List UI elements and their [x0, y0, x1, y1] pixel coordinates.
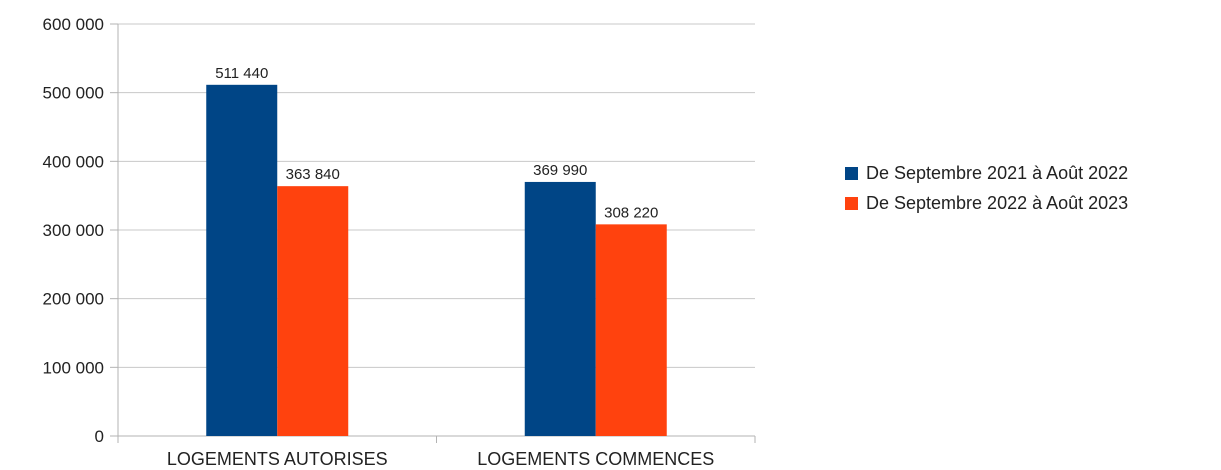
- x-category-label: LOGEMENTS COMMENCES: [477, 449, 714, 469]
- bar-series-2-1: [277, 186, 349, 436]
- data-label: 363 840: [286, 166, 340, 183]
- data-label: 511 440: [215, 65, 268, 82]
- y-tick-label: 400 000: [43, 152, 104, 171]
- legend-item-series-1: De Septembre 2021 à Août 2022: [845, 158, 1128, 188]
- data-label: 308 220: [604, 204, 658, 221]
- y-tick-label: 500 000: [43, 84, 104, 103]
- bar-series-1-1: [206, 84, 278, 436]
- y-tick-label: 300 000: [43, 221, 104, 240]
- legend-swatch-series-1: [845, 166, 858, 180]
- y-tick-label: 600 000: [43, 15, 104, 34]
- x-category-label: LOGEMENTS AUTORISES: [167, 449, 388, 469]
- legend-label-series-2: De Septembre 2022 à Août 2023: [866, 192, 1129, 213]
- legend-label-series-1: De Septembre 2021 à Août 2022: [866, 162, 1129, 183]
- y-tick-label: 200 000: [43, 290, 104, 309]
- legend-swatch-series-2: [845, 196, 858, 210]
- legend: De Septembre 2021 à Août 2022 De Septemb…: [845, 158, 1128, 218]
- y-tick-label: 0: [95, 427, 104, 446]
- bar-series-1-2: [524, 181, 596, 436]
- data-label: 369 990: [533, 162, 587, 179]
- bar-series-2-2: [595, 224, 667, 436]
- legend-item-series-2: De Septembre 2022 à Août 2023: [845, 188, 1128, 218]
- y-tick-label: 100 000: [43, 358, 104, 377]
